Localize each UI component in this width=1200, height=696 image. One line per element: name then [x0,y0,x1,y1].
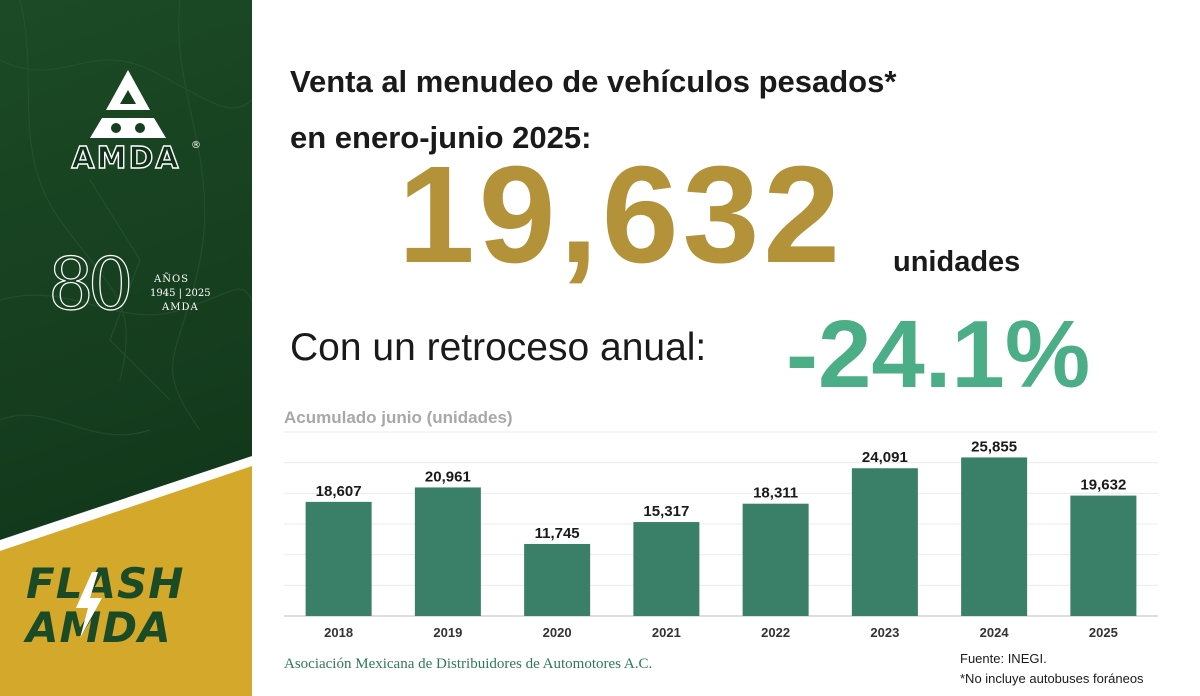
source-note: Fuente: INEGI. [960,651,1047,666]
data-label-2018: 18,607 [316,483,362,500]
headline-line-1: Venta al menudeo de vehículos pesados* [290,64,897,99]
bar-2018 [305,501,372,616]
brand-panel [0,0,252,696]
association-name: Asociación Mexicana de Distribuidores de… [284,656,653,672]
anniversary-name: AMDA [162,302,199,313]
total-units-value: 19,632 [398,138,845,292]
anniversary-number: 80 [47,242,134,326]
headline-line-2: en enero-junio 2025: [290,120,592,155]
decline-value: -24.1% [786,301,1091,408]
bar-2025 [1070,495,1137,616]
flash-line-2: AMDA [26,603,172,652]
bar-2021 [633,522,700,616]
footnote: *No incluye autobuses foráneos [960,671,1144,686]
data-label-2023: 24,091 [862,449,908,466]
x-tick-label-2021: 2021 [652,625,681,640]
flash-line-1: FLASH [26,559,185,608]
anniversary-label: AÑOS [154,274,190,285]
data-label-2024: 25,855 [971,438,1017,455]
data-label-2020: 11,745 [535,525,580,542]
data-label-2025: 19,632 [1080,477,1126,494]
x-tick-label-2025: 2025 [1089,625,1118,640]
x-tick-label-2023: 2023 [870,625,899,640]
x-tick-label-2020: 2020 [543,625,572,640]
lightning-bolt-icon [76,572,102,638]
amda-wordmark: AMDA [71,140,181,176]
amda-logo-icon [90,70,166,138]
x-tick-label-2018: 2018 [324,625,353,640]
data-label-2022: 18,311 [753,485,798,502]
data-label-2019: 20,961 [425,468,471,485]
units-label: unidades [893,246,1021,278]
bar-2019 [414,487,481,616]
registered-mark: ® [191,140,201,151]
bar-2022 [742,503,809,616]
bar-chart: 18,607 2018 20,961 2019 11,745 2020 15,317 2021… [284,431,1158,640]
chart-title: Acumulado junio (unidades) [284,408,513,427]
x-tick-label-2019: 2019 [433,625,462,640]
decline-label: Con un retroceso anual: [290,326,707,369]
headline: Venta al menudeo de vehículos pesados* e… [290,54,1150,166]
yellow-band [0,456,252,696]
bar-2023 [851,468,918,616]
anniversary-badge: 80 AÑOS 1945 | 2025 AMDA [47,242,218,330]
map-texture [0,0,252,436]
anniversary-years: 1945 | 2025 [150,288,211,299]
x-tick-label-2024: 2024 [980,625,1010,640]
data-label-2021: 15,317 [643,503,689,520]
bar-2020 [524,543,591,616]
bar-2024 [961,457,1028,616]
flash-amda-logo: FLASH AMDA [26,562,236,650]
x-tick-label-2022: 2022 [761,625,790,640]
